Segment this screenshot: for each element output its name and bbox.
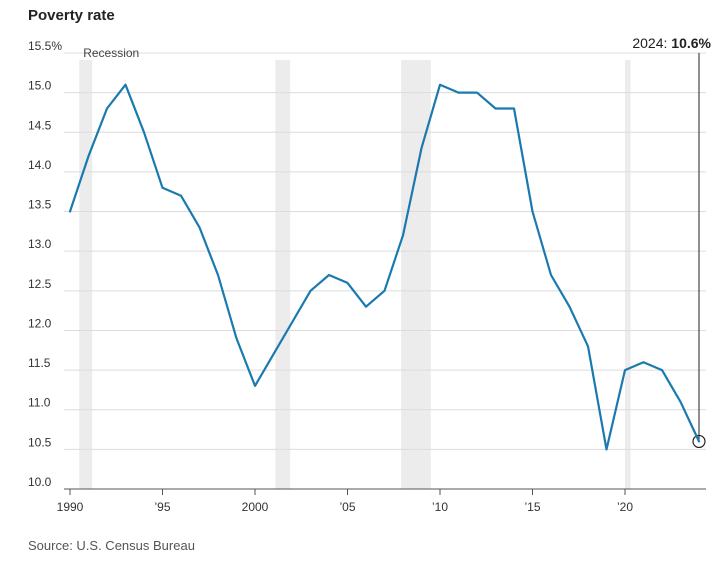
y-tick-label: 10.0 [28,475,52,489]
y-tick-label: 14.5 [28,118,52,132]
x-tick-label: ’05 [339,500,355,514]
recession-band [401,60,431,489]
x-axis-ticks: 1990 ’95 2000 ’05 ’10 ’15 ’20 [57,489,633,514]
y-tick-label: 12.0 [28,316,52,330]
recession-bands [79,60,631,489]
y-tick-label: 11.5 [28,356,51,370]
x-tick-label: ’10 [432,500,448,514]
y-tick-label: 14.0 [28,158,52,172]
recession-band [625,60,631,489]
x-tick-label: 1990 [57,500,84,514]
source-note: Source: U.S. Census Bureau [28,538,195,553]
y-tick-label: 15.0 [28,79,52,93]
annotation: 2024: 10.6% [632,35,712,449]
y-tick-label: 13.0 [28,237,52,251]
annotation-marker [692,434,706,449]
annotation-value: 10.6% [671,35,711,51]
x-tick-label: ’95 [154,500,170,514]
y-tick-label: 13.5 [28,198,52,212]
gridlines [64,52,706,490]
x-tick-label: 2000 [242,500,269,514]
recession-band [275,60,291,489]
annotation-label: 2024: 10.6% [632,35,711,51]
x-tick-label: ’20 [617,500,633,514]
y-tick-label: 15.5% [28,39,62,53]
annotation-prefix: 2024: [632,35,671,51]
chart-title: Poverty rate [28,7,115,24]
y-axis-ticks: 15.5% 15.0 14.5 14.0 13.5 13.0 12.5 12.0 11.5 11.… [28,39,62,489]
recession-label: Recession [83,46,139,60]
y-tick-label: 10.5 [28,435,52,449]
x-tick-label: ’15 [524,500,540,514]
series-line [68,83,701,451]
y-tick-label: 12.5 [28,277,52,291]
y-tick-label: 11.0 [28,396,51,410]
series-layer [68,83,701,451]
recession-band [79,60,93,489]
